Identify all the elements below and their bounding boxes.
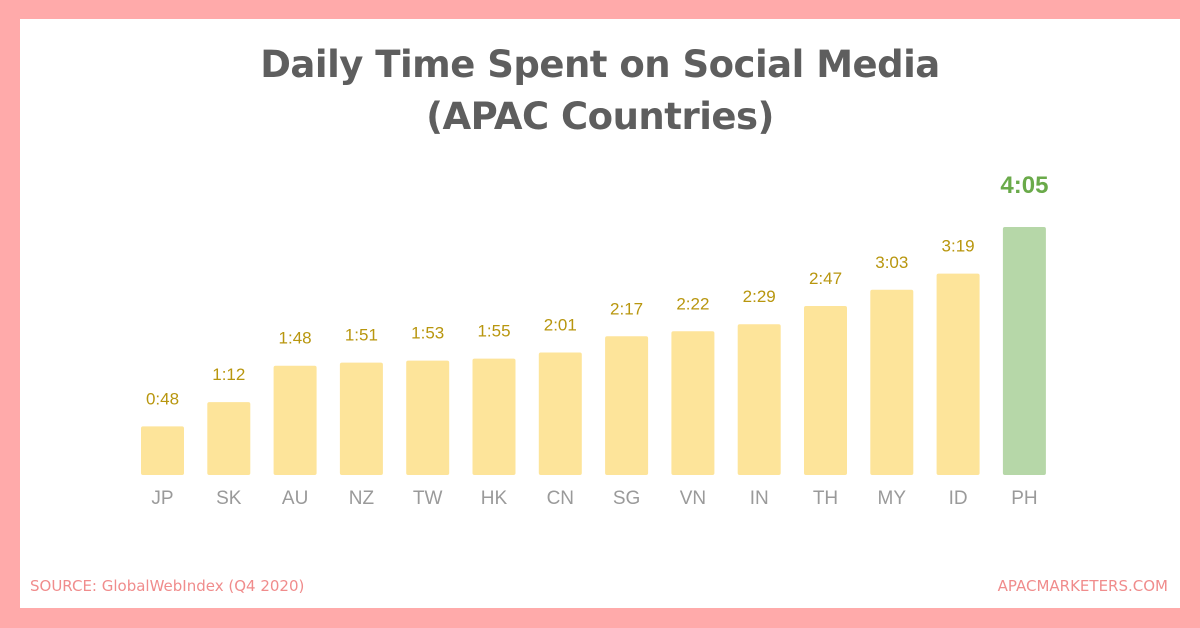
tick-label-au: AU bbox=[282, 488, 308, 509]
value-label-ph: 4:05 bbox=[1000, 172, 1048, 199]
value-label-au: 1:48 bbox=[279, 329, 312, 348]
tick-label-cn: CN bbox=[547, 488, 574, 509]
value-label-id: 3:19 bbox=[942, 237, 975, 256]
bar-au bbox=[273, 365, 317, 475]
bar-cn bbox=[538, 352, 582, 475]
tick-label-in: IN bbox=[750, 488, 769, 509]
value-label-in: 2:29 bbox=[743, 287, 776, 306]
bar-th bbox=[804, 306, 847, 475]
bar-in bbox=[737, 324, 781, 475]
brand-link[interactable]: APACMARKETERS.COM bbox=[997, 577, 1168, 595]
tick-label-id: ID bbox=[949, 488, 968, 509]
value-label-cn: 2:01 bbox=[544, 316, 577, 335]
source-note: SOURCE: GlobalWebIndex (Q4 2020) bbox=[30, 577, 305, 595]
bar-chart: 0:48 JP 1:12 SK 1:48 AU 1:51 NZ 1:53 TW 1:55 HK 2:01… bbox=[141, 172, 1048, 509]
tick-label-my: MY bbox=[878, 488, 907, 509]
bar-jp bbox=[141, 426, 184, 475]
value-label-th: 2:47 bbox=[809, 269, 842, 288]
bar-hk bbox=[472, 358, 516, 475]
chart-card: Daily Time Spent on Social Media (APAC C… bbox=[20, 19, 1180, 608]
tick-label-tw: TW bbox=[413, 488, 443, 509]
bar-tw bbox=[406, 360, 450, 475]
tick-label-ph: PH bbox=[1011, 488, 1037, 509]
value-label-sg: 2:17 bbox=[610, 299, 643, 318]
bar-vn bbox=[671, 331, 715, 475]
chart-title: Daily Time Spent on Social Media (APAC C… bbox=[20, 39, 1180, 143]
tick-label-jp: JP bbox=[151, 488, 173, 509]
bar-nz bbox=[339, 362, 383, 475]
bar-ph bbox=[1002, 227, 1046, 475]
tick-label-sk: SK bbox=[216, 488, 242, 509]
value-label-my: 3:03 bbox=[875, 253, 908, 272]
chart-title-line-1: Daily Time Spent on Social Media bbox=[260, 43, 940, 86]
chart-title-line-2: (APAC Countries) bbox=[426, 95, 774, 138]
value-label-hk: 1:55 bbox=[477, 322, 510, 341]
value-label-sk: 1:12 bbox=[212, 365, 245, 384]
bar-my bbox=[870, 289, 914, 475]
tick-label-th: TH bbox=[813, 488, 838, 509]
tick-label-nz: NZ bbox=[349, 488, 375, 509]
value-label-jp: 0:48 bbox=[146, 389, 179, 408]
value-label-tw: 1:53 bbox=[411, 324, 444, 343]
tick-label-hk: HK bbox=[481, 488, 508, 509]
bar-id bbox=[936, 273, 980, 475]
bar-sk bbox=[207, 402, 251, 475]
value-label-nz: 1:51 bbox=[345, 326, 378, 345]
value-label-vn: 2:22 bbox=[676, 294, 709, 313]
tick-label-sg: SG bbox=[613, 488, 640, 509]
tick-label-vn: VN bbox=[680, 488, 706, 509]
bar-sg bbox=[605, 336, 649, 475]
